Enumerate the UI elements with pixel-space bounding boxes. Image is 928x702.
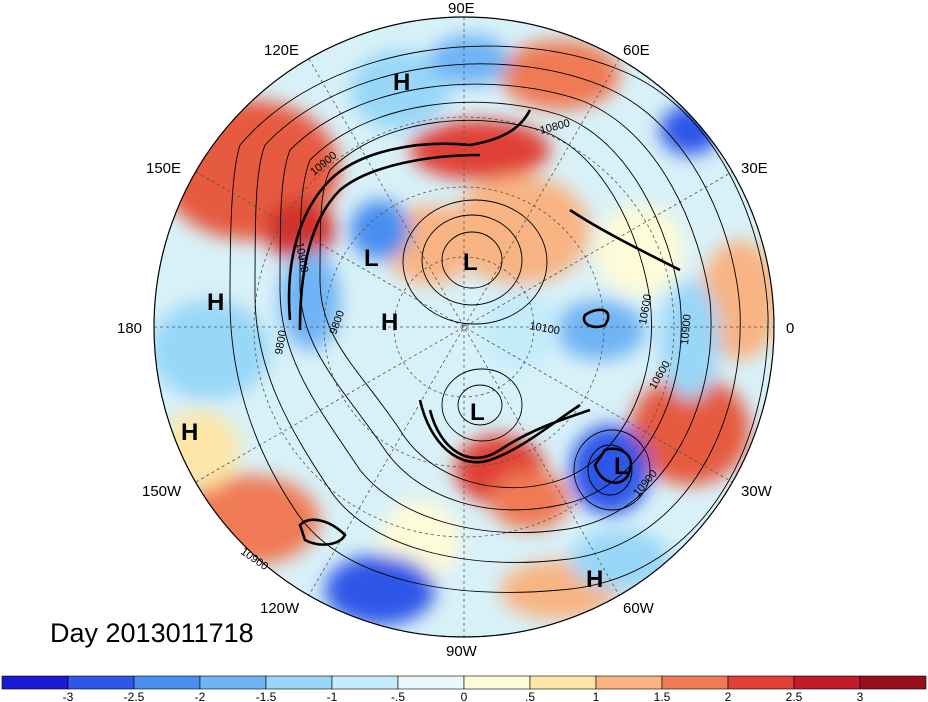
colorbar-tick-label: -2.5 [124, 690, 145, 702]
colorbar-tick-label: -2 [195, 690, 206, 702]
high-center-label: H [381, 309, 398, 336]
contour-label: 10900 [679, 314, 694, 346]
contour-label: 9800 [273, 329, 289, 355]
contour-label: 10100 [528, 320, 560, 337]
height-contours [229, 45, 769, 593]
contour-label: 10900 [293, 241, 310, 273]
longitude-label: 150W [142, 483, 182, 500]
contour-label: 10600 [637, 293, 654, 325]
low-center-label: L [470, 399, 485, 426]
colorbar-tick-label: -.5 [391, 690, 405, 702]
colorbar-swatch [199, 675, 267, 690]
colorbar-tick-label: 2.5 [786, 690, 803, 702]
colorbar-tick-label: .5 [525, 690, 535, 702]
low-center-label: L [614, 453, 629, 480]
colorbar-swatch [859, 675, 927, 690]
pressure-centers: H L L H L L H H H [181, 69, 629, 593]
colorbar-tick-label: -3 [63, 690, 74, 702]
longitude-label: 30E [741, 160, 768, 177]
colorbar-swatch [727, 675, 795, 690]
longitude-label: 180 [117, 320, 142, 337]
colorbar-tick-label: 2 [725, 690, 732, 702]
colorbar-swatch [67, 675, 135, 690]
colorbar-tick-label: 0 [461, 690, 468, 702]
high-center-label: H [586, 566, 603, 593]
colorbar-swatch [397, 675, 465, 690]
colorbar-swatch [133, 675, 201, 690]
colorbar-swatch [529, 675, 597, 690]
date-label: Day 2013011718 [50, 618, 254, 648]
longitude-label: 0 [786, 320, 794, 337]
high-center-label: H [181, 419, 198, 446]
colorbar-swatch [661, 675, 729, 690]
longitude-labels: 90E 60E 30E 0 30W 60W 90W 120W 150W 180 … [117, 0, 794, 660]
colorbar-tick-label: 1 [593, 690, 600, 702]
colorbar-swatch [331, 675, 399, 690]
colorbar-swatch [793, 675, 861, 690]
colorbar-tick-label: 3 [857, 690, 864, 702]
longitude-label: 120E [264, 42, 299, 59]
colorbar-tick-label: 1.5 [654, 690, 671, 702]
colorbar-swatch [1, 675, 69, 690]
longitude-label: 30W [741, 483, 773, 500]
anomaly-field [154, 17, 774, 637]
longitude-label: 90W [446, 643, 478, 660]
colorbar-swatch [595, 675, 663, 690]
low-center-label: L [463, 249, 478, 276]
colorbar-tick-label: -1 [327, 690, 338, 702]
high-center-label: H [207, 289, 224, 316]
jet-contours [287, 109, 681, 546]
high-center-label: H [393, 69, 410, 96]
colorbar: -3 -2.5 -2 -1.5 -1 -.5 0 .5 1 1.5 2 2.5 3 [1, 675, 927, 702]
colorbar-swatch [265, 675, 333, 690]
colorbar-tick-label: -1.5 [256, 690, 277, 702]
low-center-label: L [364, 245, 379, 272]
longitude-label: 120W [260, 600, 300, 617]
longitude-label: 60E [623, 42, 650, 59]
longitude-label: 150E [146, 160, 181, 177]
map-boundary [153, 16, 775, 638]
colorbar-swatch [463, 675, 531, 690]
longitude-label: 60W [623, 600, 655, 617]
longitude-label: 90E [448, 0, 475, 17]
